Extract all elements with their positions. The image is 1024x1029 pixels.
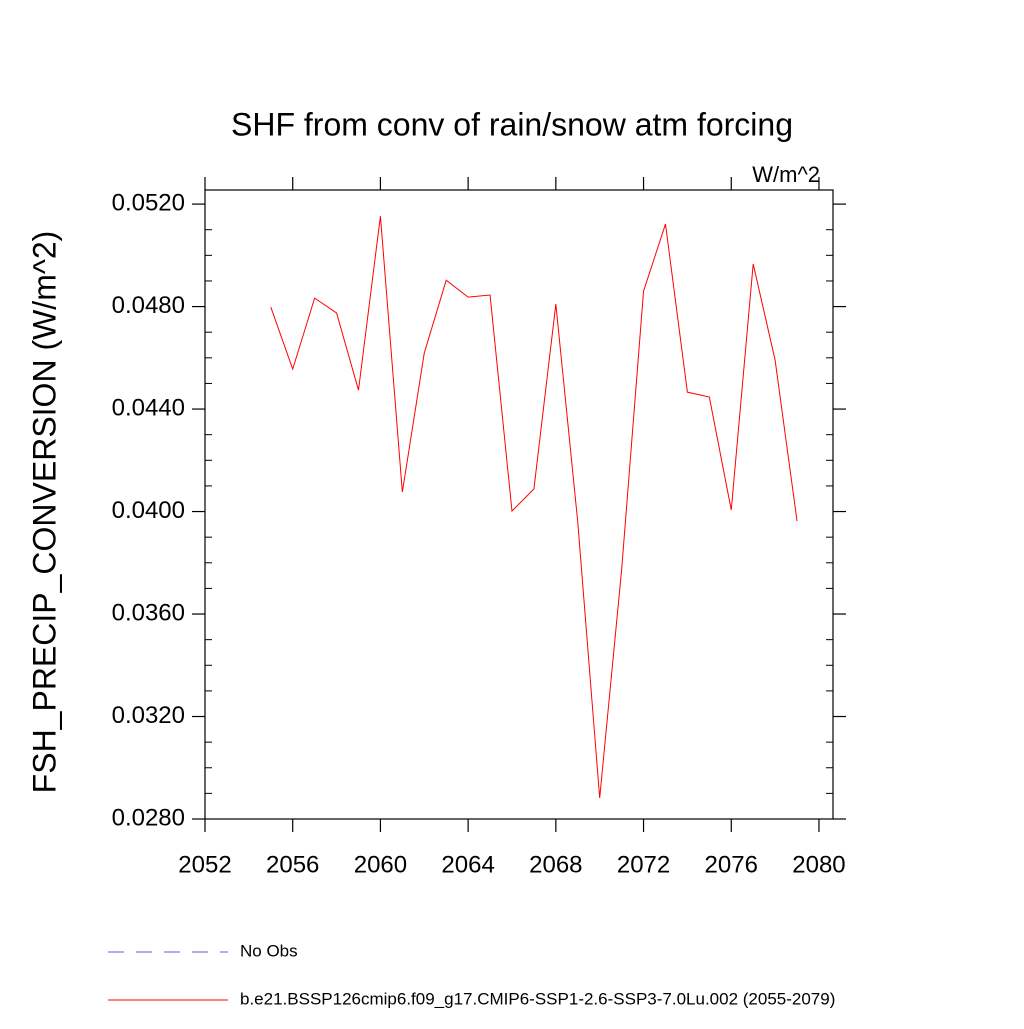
x-tick-label: 2056 [266,851,319,878]
x-tick-label: 2068 [529,851,582,878]
y-tick-label: 0.0520 [112,189,185,216]
y-tick-label: 0.0360 [112,599,185,626]
y-tick-label: 0.0320 [112,702,185,729]
x-tick-label: 2064 [441,851,494,878]
x-tick-label: 2080 [792,851,845,878]
series-line [270,216,798,799]
x-tick-label: 2052 [178,851,231,878]
y-tick-label: 0.0280 [112,804,185,831]
y-tick-label: 0.0480 [112,292,185,319]
y-axis-label: FSH_PRECIP_CONVERSION (W/m^2) [26,231,62,794]
x-tick-label: 2072 [617,851,670,878]
legend-label: b.e21.BSSP126cmip6.f09_g17.CMIP6-SSP1-2.… [240,989,835,1008]
x-tick-label: 2060 [354,851,407,878]
x-tick-label: 2076 [705,851,758,878]
chart-title: SHF from conv of rain/snow atm forcing [231,106,793,142]
plot-frame [204,189,834,820]
chart-subtitle: W/m^2 [752,162,820,187]
y-tick-label: 0.0400 [112,497,185,524]
legend-label: No Obs [240,941,298,960]
y-tick-label: 0.0440 [112,394,185,421]
